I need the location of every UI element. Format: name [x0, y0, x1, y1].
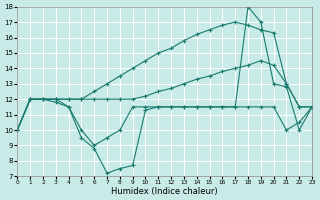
X-axis label: Humidex (Indice chaleur): Humidex (Indice chaleur): [111, 187, 218, 196]
